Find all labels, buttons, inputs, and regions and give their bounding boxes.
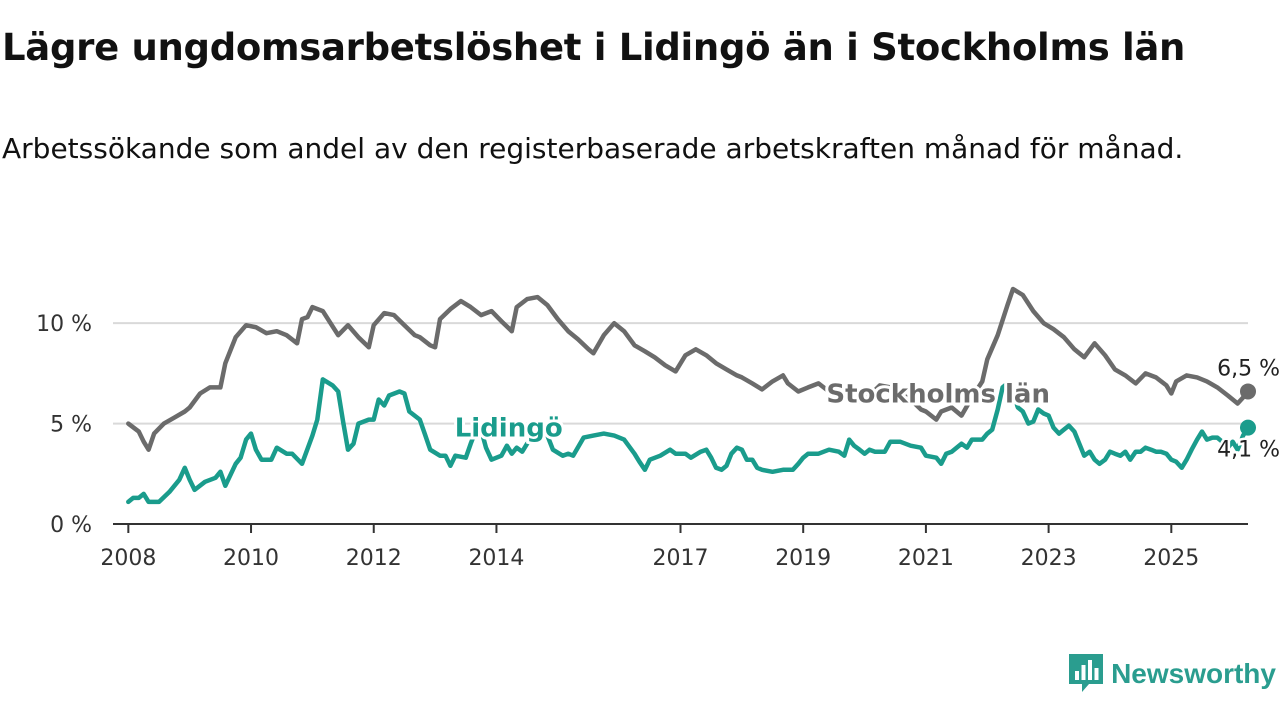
- axis-layer: 0 % 5 % 10 % 2008 2010 2012 2014 2017 2019 2021 20…: [36, 312, 1248, 571]
- x-tick-label: 2017: [653, 546, 709, 571]
- page-subtitle: Arbetssökande som andel av den registerb…: [2, 132, 1184, 165]
- bar-chart-logo-icon: [1069, 654, 1104, 692]
- series-line-stockholms-lan: [126, 286, 1251, 452]
- end-marker-stockholms-lan: [1240, 383, 1256, 400]
- end-value-label: 6,5 %: [1217, 356, 1280, 381]
- y-tick-label: 5 %: [50, 413, 92, 438]
- brand-name: Newsworthy: [1111, 658, 1276, 689]
- series-name-label: Lidingö: [455, 414, 563, 444]
- page-title: Lägre ungdomsarbetslöshet i Lidingö än i…: [2, 26, 1186, 69]
- end-value-label: 4,1 %: [1217, 438, 1280, 463]
- series-layer: [126, 286, 1256, 505]
- x-tick-label: 2023: [1021, 546, 1077, 571]
- x-tick-label: 2010: [223, 546, 279, 571]
- x-tick-label: 2019: [775, 546, 831, 571]
- x-tick-label: 2012: [346, 546, 402, 571]
- x-tick-label: 2021: [898, 546, 954, 571]
- x-tick-label: 2025: [1143, 546, 1199, 571]
- newsworthy-brand[interactable]: Newsworthy: [1069, 654, 1276, 694]
- grid-layer: [113, 322, 1248, 425]
- end-marker-lidingo: [1240, 419, 1256, 436]
- x-tick-label: 2008: [100, 546, 156, 571]
- series-line-lidingo: [126, 377, 1251, 505]
- series-name-label: Stockholms län: [826, 379, 1050, 409]
- y-tick-label: 0 %: [50, 513, 92, 538]
- label-layer: 6,5 % 4,1 % Stockholms län Lidingö: [452, 354, 1280, 465]
- x-tick-label: 2014: [468, 546, 524, 571]
- y-tick-label: 10 %: [36, 312, 92, 337]
